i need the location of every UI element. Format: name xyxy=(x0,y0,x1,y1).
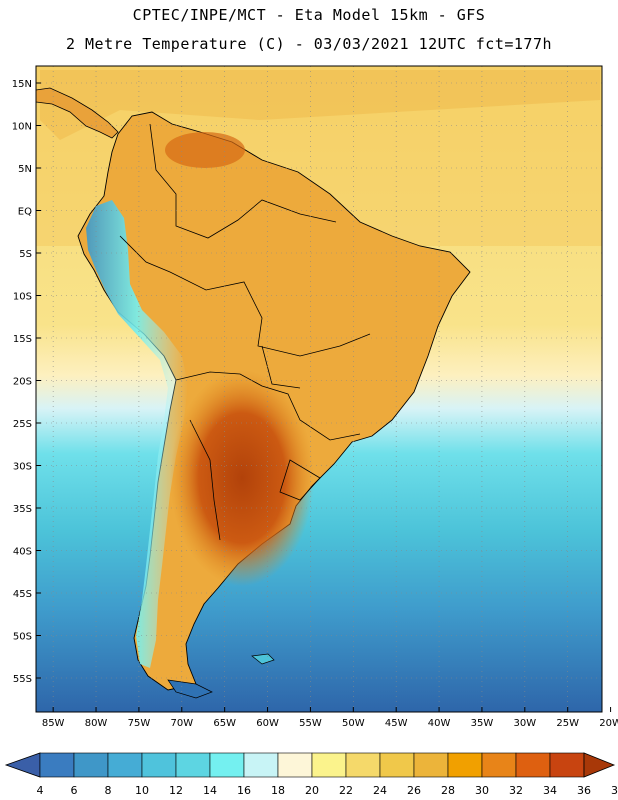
lat-label: 10N xyxy=(12,122,32,133)
colorbar-label: 10 xyxy=(135,784,149,797)
heat-core xyxy=(170,370,314,586)
latitude-labels: 15N 10N 5N EQ 5S 10S 15S 20S 25S 30S 35S 40S 45S 50S 5… xyxy=(12,79,41,685)
colorbar-label: 6 xyxy=(71,784,78,797)
lon-label: 85W xyxy=(42,718,65,729)
colorbar-right-arrow xyxy=(583,752,616,778)
colorbar-label: 20 xyxy=(305,784,319,797)
colorbar-swatch xyxy=(345,752,381,778)
colorbar-swatch xyxy=(209,752,245,778)
lat-label: 20S xyxy=(13,377,32,388)
colorbar-label: 14 xyxy=(203,784,217,797)
colorbar-label: 18 xyxy=(271,784,285,797)
falkland-islands xyxy=(251,653,275,665)
colorbar-label: 32 xyxy=(509,784,523,797)
colorbar-label: 36 xyxy=(577,784,591,797)
lat-label: EQ xyxy=(18,207,32,218)
lon-label: 55W xyxy=(299,718,322,729)
lat-label: 5N xyxy=(18,164,32,175)
longitude-labels: 85W 80W 75W 70W 65W 60W 55W 50W 45W 40W 35W 30W 25W 2… xyxy=(42,707,618,729)
colorbar-swatch xyxy=(243,752,279,778)
colorbar-swatch xyxy=(515,752,551,778)
colorbar-swatch xyxy=(175,752,211,778)
colorbar-swatch xyxy=(379,752,415,778)
lat-label: 15S xyxy=(13,334,32,345)
map-title-line-2: 2 Metre Temperature (C) - 03/03/2021 12U… xyxy=(65,35,553,53)
colorbar-label: 12 xyxy=(169,784,183,797)
lon-label: 35W xyxy=(471,718,494,729)
lon-label: 25W xyxy=(556,718,579,729)
colorbar-label: 26 xyxy=(407,784,421,797)
lat-label: 5S xyxy=(19,249,32,260)
colorbar-swatch xyxy=(549,752,585,778)
map-title-line-1: CPTEC/INPE/MCT - Eta Model 15km - GFS xyxy=(132,6,486,24)
colorbar-label: 24 xyxy=(373,784,387,797)
colorbar-swatch xyxy=(73,752,109,778)
lon-label: 80W xyxy=(85,718,108,729)
colorbar-swatch xyxy=(413,752,449,778)
lat-label: 40S xyxy=(13,547,32,558)
lat-label: 10S xyxy=(13,292,32,303)
colorbar-label: 38 xyxy=(611,784,618,797)
lat-label: 55S xyxy=(13,674,32,685)
lon-label: 40W xyxy=(428,718,451,729)
colorbar-label: 28 xyxy=(441,784,455,797)
colorbar-swatch xyxy=(107,752,143,778)
lat-label: 25S xyxy=(13,419,32,430)
lon-label: 20W xyxy=(599,718,618,729)
lon-label: 30W xyxy=(514,718,537,729)
colorbar-label: 4 xyxy=(37,784,44,797)
colorbar-swatch xyxy=(311,752,347,778)
colorbar-label: 34 xyxy=(543,784,557,797)
colorbar-swatch xyxy=(277,752,313,778)
colorbar-label: 8 xyxy=(105,784,112,797)
lat-label: 35S xyxy=(13,504,32,515)
colorbar-swatch xyxy=(141,752,177,778)
caribbean-sea xyxy=(40,70,600,140)
lon-label: 70W xyxy=(170,718,193,729)
lon-label: 50W xyxy=(342,718,365,729)
lon-label: 75W xyxy=(128,718,151,729)
country-borders xyxy=(119,123,371,541)
colorbar-swatch xyxy=(447,752,483,778)
andes-cold-strip xyxy=(86,200,188,668)
colorbar-swatch xyxy=(39,752,75,778)
colorbar-swatch xyxy=(481,752,517,778)
lat-label: 50S xyxy=(13,632,32,643)
colorbar-left-arrow xyxy=(4,752,41,778)
heat-north xyxy=(165,132,245,168)
lon-label: 65W xyxy=(213,718,236,729)
colorbar-label: 30 xyxy=(475,784,489,797)
central-america-land xyxy=(36,87,119,139)
lat-label: 15N xyxy=(12,79,32,90)
colorbar: 4 6 8 10 12 14 16 18 20 22 24 26 28 30 32 34 36 38 xyxy=(4,752,618,797)
lat-label: 30S xyxy=(13,462,32,473)
lon-label: 60W xyxy=(256,718,279,729)
tierra-del-fuego xyxy=(167,679,213,699)
colorbar-label: 16 xyxy=(237,784,251,797)
lon-label: 45W xyxy=(385,718,408,729)
lat-label: 45S xyxy=(13,589,32,600)
map-frame xyxy=(35,65,603,713)
colorbar-label: 22 xyxy=(339,784,353,797)
